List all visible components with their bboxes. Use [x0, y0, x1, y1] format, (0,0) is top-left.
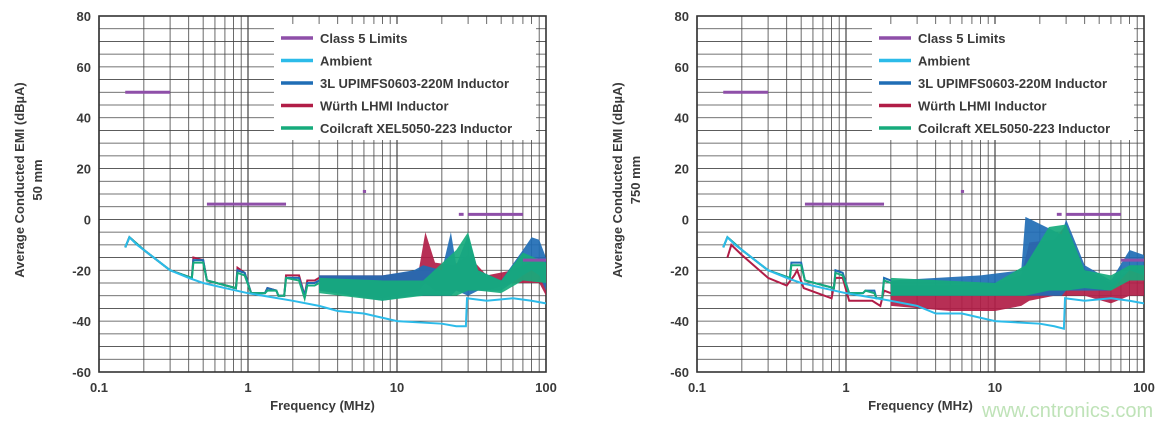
y-tick-label: 0 — [84, 212, 91, 227]
y-tick-label: -40 — [72, 314, 91, 329]
x-tick-label: 0.1 — [90, 380, 108, 395]
legend-label: Ambient — [320, 54, 373, 69]
y-tick-label: 80 — [675, 9, 689, 24]
x-axis-label: Frequency (MHz) — [868, 398, 973, 413]
y-tick-label: 40 — [77, 111, 91, 126]
x-tick-label: 1 — [842, 380, 849, 395]
legend-background — [872, 24, 1134, 140]
y-tick-label: 60 — [675, 60, 689, 75]
chart-50mm: 80 60 40 20 0 -20 -40 -600.1 1 10 100 Frequency (MH… — [12, 9, 557, 413]
series-line-wrth — [726, 243, 892, 308]
legend-label: Ambient — [918, 54, 971, 69]
x-tick-label: 0.1 — [688, 380, 706, 395]
legend-label: Coilcraft XEL5050-223 Inductor — [918, 121, 1110, 136]
y-axis-sublabel: 50 mm — [30, 159, 45, 200]
series-group — [124, 90, 546, 328]
x-tick-label: 100 — [535, 380, 557, 395]
y-axis-label: Average Conducted EMI (dBµA) — [12, 82, 27, 278]
legend-label: Coilcraft XEL5050-223 Inductor — [320, 121, 512, 136]
legend-label: 3L UPIMFS0603-220M Inductor — [918, 76, 1107, 91]
x-tick-label: 1 — [244, 380, 251, 395]
series-line-coilcraft — [124, 235, 320, 303]
legend-label: Würth LHMI Inductor — [918, 99, 1047, 114]
y-axis-label: Average Conducted EMI (dBµA) — [610, 82, 625, 278]
legend-label: Class 5 Limits — [918, 31, 1005, 46]
y-axis-sublabel: 750 mm — [628, 156, 643, 204]
y-tick-label: -60 — [670, 365, 689, 380]
x-tick-label: 10 — [390, 380, 404, 395]
legend-label: Class 5 Limits — [320, 31, 407, 46]
legend-background — [274, 24, 536, 140]
y-tick-label: 0 — [682, 212, 689, 227]
y-tick-label: -60 — [72, 365, 91, 380]
y-tick-label: 20 — [675, 162, 689, 177]
legend-label: 3L UPIMFS0603-220M Inductor — [320, 76, 509, 91]
series-band-coilcraft — [319, 232, 546, 301]
y-tick-label: -20 — [72, 263, 91, 278]
x-tick-label: 100 — [1133, 380, 1155, 395]
legend-label: Würth LHMI Inductor — [320, 99, 449, 114]
x-axis-label: Frequency (MHz) — [270, 398, 375, 413]
y-tick-label: 60 — [77, 60, 91, 75]
plot-frame — [98, 15, 547, 373]
watermark: www.cntronics.com — [982, 400, 1154, 422]
y-tick-label: -40 — [670, 314, 689, 329]
series-line-ambient — [722, 235, 1144, 331]
chart-750mm: 80 60 40 20 0 -20 -40 -600.1 1 10 100 Frequency (MH… — [610, 9, 1155, 413]
series-group — [722, 90, 1144, 331]
plot-frame — [696, 15, 1145, 373]
legend: Class 5 Limits Ambient 3L UPIMFS0603-220M … — [274, 24, 536, 140]
y-tick-label: 80 — [77, 9, 91, 24]
series-band-coilcraft — [890, 224, 1144, 296]
x-tick-label: 10 — [988, 380, 1002, 395]
y-tick-label: 40 — [675, 111, 689, 126]
y-tick-label: -20 — [670, 263, 689, 278]
legend: Class 5 Limits Ambient 3L UPIMFS0603-220M … — [872, 24, 1134, 140]
series-line-ambient — [124, 235, 546, 328]
y-tick-label: 20 — [77, 162, 91, 177]
